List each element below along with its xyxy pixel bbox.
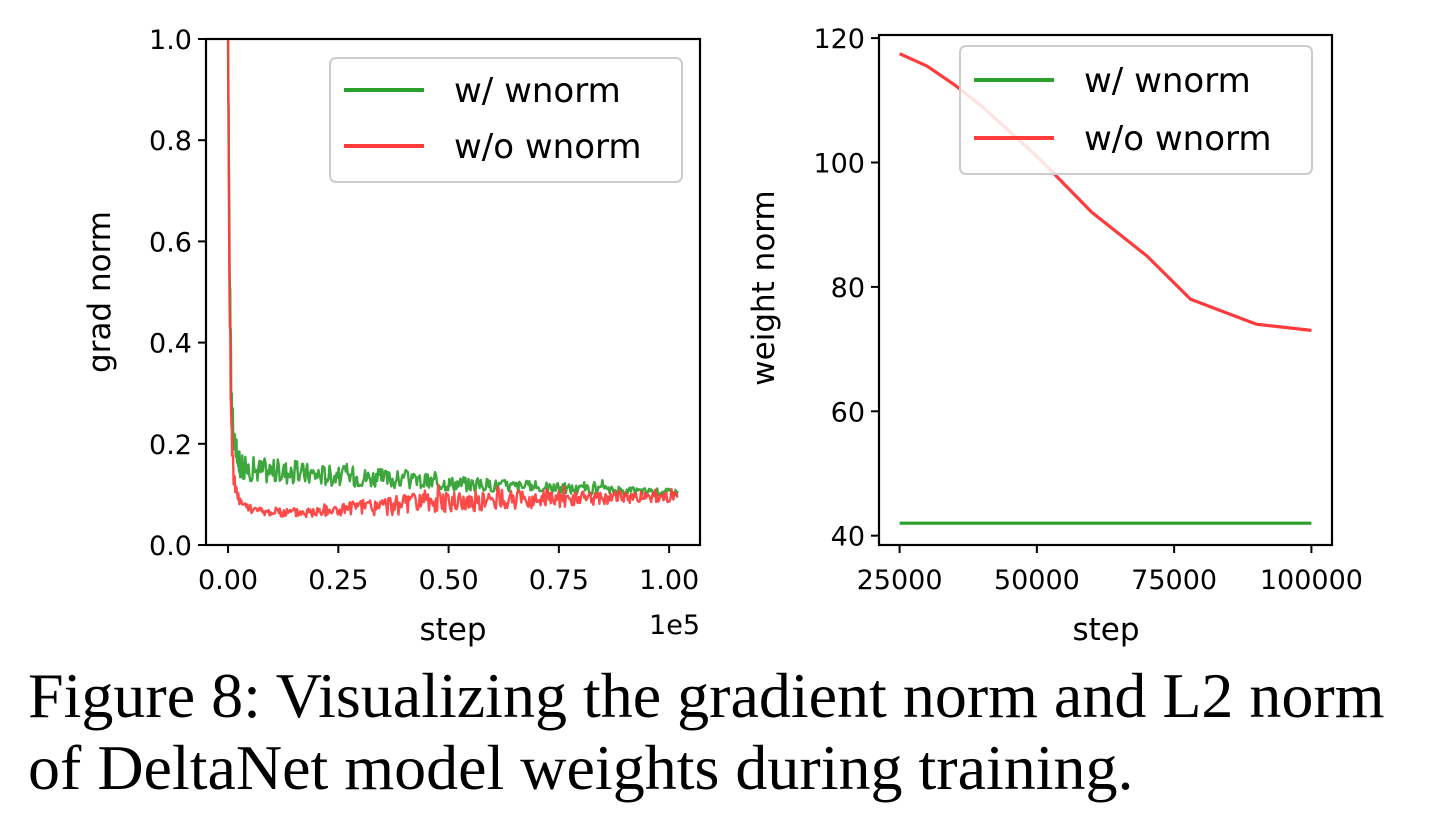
grad-norm-x-tick-label: 0.75: [529, 565, 589, 596]
grad-norm-legend-label-wo-wnorm: w/o wnorm: [454, 127, 642, 167]
weight-norm-y-axis-label: weight norm: [746, 190, 782, 385]
weight-norm-y-tick-label: 80: [831, 273, 865, 304]
figure-caption: Figure 8: Visualizing the gradient norm …: [28, 660, 1385, 803]
grad-norm-y-tick-label: 0.6: [149, 227, 192, 258]
weight-norm-legend-label-wnorm: w/ wnorm: [1084, 61, 1251, 101]
weight-norm-plot-frame: [877, 33, 1334, 547]
grad-norm-y-tick-label: 0.0: [149, 531, 192, 562]
grad-norm-y-tick-label: 0.4: [149, 329, 192, 360]
grad-norm-x-tick-label: 0.25: [308, 565, 368, 596]
weight-norm-x-tick-label: 50000: [994, 565, 1080, 596]
weight-norm-y-tick-label: 60: [831, 397, 865, 428]
grad-norm-x-tick-label: 0.50: [419, 565, 479, 596]
grad-norm-y-tick-label: 1.0: [149, 25, 192, 56]
grad-norm-plot-frame: [204, 37, 702, 547]
grad-norm-x-tick-label: 0.00: [198, 565, 258, 596]
grad-norm-legend-label-wnorm: w/ wnorm: [454, 71, 621, 111]
grad-norm-y-tick-label: 0.8: [149, 126, 192, 157]
weight-norm-y-tick-label: 40: [831, 522, 865, 553]
grad-norm-y-tick-label: 0.2: [149, 430, 192, 461]
grad-norm-x-ticks: 0.00 0.25 0.50 0.75 1.00: [198, 545, 699, 596]
weight-norm-legend: w/ wnorm w/o wnorm: [959, 45, 1313, 175]
grad-norm-y-ticks: 0.0 0.2 0.4 0.6 0.8 1.0: [149, 25, 206, 562]
weight-norm-x-tick-label: 25000: [857, 565, 943, 596]
weight-norm-x-axis-label: step: [1072, 612, 1139, 648]
weight-norm-x-tick-label: 75000: [1131, 565, 1217, 596]
weight-norm-y-ticks: 40 60 80 100 120: [813, 24, 879, 553]
weight-norm-y-tick-label: 120: [813, 24, 865, 55]
weight-norm-x-tick-label: 100000: [1260, 565, 1363, 596]
weight-norm-y-tick-label: 100: [813, 149, 865, 180]
grad-norm-x-offset-label: 1e5: [649, 610, 700, 641]
weight-norm-series-group: [898, 52, 1312, 525]
grad-norm-x-tick-label: 1.00: [639, 565, 699, 596]
grad-norm-y-axis-label: grad norm: [82, 211, 118, 373]
grad-norm-series-group: [226, 38, 679, 519]
grad-norm-x-axis-label: step: [419, 612, 486, 648]
grad-norm-chart: 0.00 0.25 0.50 0.75 1.00 0.00.20.40.60.81.0 …: [82, 25, 702, 648]
grad-norm-series-wo-wnorm-line: [226, 38, 679, 519]
weight-norm-series-wo-wnorm-line: [898, 52, 1312, 332]
figure: 0.00 0.25 0.50 0.75 1.00 0.00.20.40.60.81.0 …: [82, 24, 1363, 648]
weight-norm-legend-label-wo-wnorm: w/o wnorm: [1084, 119, 1272, 159]
grad-norm-legend: w/ wnorm w/o wnorm: [329, 57, 683, 183]
weight-norm-x-ticks: 25000 50000 75000 100000: [857, 545, 1363, 596]
